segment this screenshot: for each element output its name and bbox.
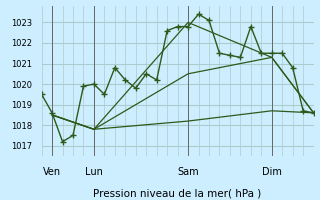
Text: Sam: Sam: [177, 167, 199, 177]
Text: Lun: Lun: [85, 167, 103, 177]
Text: Dim: Dim: [262, 167, 282, 177]
Text: Pression niveau de la mer( hPa ): Pression niveau de la mer( hPa ): [93, 189, 262, 199]
Text: Ven: Ven: [43, 167, 61, 177]
